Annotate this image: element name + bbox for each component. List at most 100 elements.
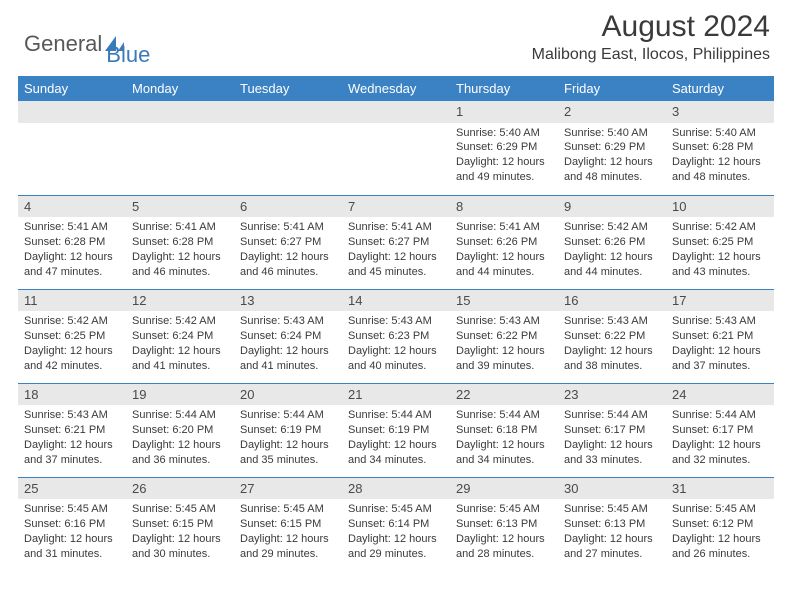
sunrise-text: Sunrise: 5:44 AM bbox=[348, 408, 444, 423]
sunrise-text: Sunrise: 5:43 AM bbox=[24, 408, 120, 423]
day-number: 29 bbox=[450, 478, 558, 500]
daylight-text: Daylight: 12 hours and 34 minutes. bbox=[348, 438, 444, 468]
sunset-text: Sunset: 6:13 PM bbox=[456, 517, 552, 532]
sunset-text: Sunset: 6:29 PM bbox=[564, 140, 660, 155]
calendar-day-cell: 31Sunrise: 5:45 AMSunset: 6:12 PMDayligh… bbox=[666, 477, 774, 571]
calendar-day-cell: 17Sunrise: 5:43 AMSunset: 6:21 PMDayligh… bbox=[666, 289, 774, 383]
sunset-text: Sunset: 6:17 PM bbox=[564, 423, 660, 438]
sunset-text: Sunset: 6:21 PM bbox=[672, 329, 768, 344]
brand-text-blue: Blue bbox=[106, 42, 150, 68]
sunset-text: Sunset: 6:26 PM bbox=[456, 235, 552, 250]
sunrise-text: Sunrise: 5:45 AM bbox=[456, 502, 552, 517]
sunset-text: Sunset: 6:22 PM bbox=[564, 329, 660, 344]
sunset-text: Sunset: 6:14 PM bbox=[348, 517, 444, 532]
calendar-day-cell: 4Sunrise: 5:41 AMSunset: 6:28 PMDaylight… bbox=[18, 195, 126, 289]
daylight-text: Daylight: 12 hours and 46 minutes. bbox=[240, 250, 336, 280]
daylight-text: Daylight: 12 hours and 38 minutes. bbox=[564, 344, 660, 374]
day-number: 10 bbox=[666, 196, 774, 218]
sunrise-text: Sunrise: 5:41 AM bbox=[348, 220, 444, 235]
calendar-day-cell: 16Sunrise: 5:43 AMSunset: 6:22 PMDayligh… bbox=[558, 289, 666, 383]
daylight-text: Daylight: 12 hours and 44 minutes. bbox=[564, 250, 660, 280]
calendar-day-cell: 7Sunrise: 5:41 AMSunset: 6:27 PMDaylight… bbox=[342, 195, 450, 289]
sunrise-text: Sunrise: 5:45 AM bbox=[672, 502, 768, 517]
day-number: 28 bbox=[342, 478, 450, 500]
sunset-text: Sunset: 6:28 PM bbox=[132, 235, 228, 250]
calendar-week-row: 11Sunrise: 5:42 AMSunset: 6:25 PMDayligh… bbox=[18, 289, 774, 383]
daylight-text: Daylight: 12 hours and 48 minutes. bbox=[672, 155, 768, 185]
calendar-day-cell: 23Sunrise: 5:44 AMSunset: 6:17 PMDayligh… bbox=[558, 383, 666, 477]
calendar-week-row: 1Sunrise: 5:40 AMSunset: 6:29 PMDaylight… bbox=[18, 101, 774, 195]
month-title: August 2024 bbox=[532, 10, 770, 44]
calendar-day-cell: 25Sunrise: 5:45 AMSunset: 6:16 PMDayligh… bbox=[18, 477, 126, 571]
sunrise-text: Sunrise: 5:44 AM bbox=[564, 408, 660, 423]
day-number: 27 bbox=[234, 478, 342, 500]
daylight-text: Daylight: 12 hours and 42 minutes. bbox=[24, 344, 120, 374]
brand-logo: General Blue bbox=[18, 10, 150, 68]
calendar-day-cell bbox=[126, 101, 234, 195]
calendar-day-cell: 19Sunrise: 5:44 AMSunset: 6:20 PMDayligh… bbox=[126, 383, 234, 477]
daylight-text: Daylight: 12 hours and 34 minutes. bbox=[456, 438, 552, 468]
sunset-text: Sunset: 6:22 PM bbox=[456, 329, 552, 344]
daylight-text: Daylight: 12 hours and 33 minutes. bbox=[564, 438, 660, 468]
calendar-day-cell: 3 Sunrise: 5:40 AMSunset: 6:28 PMDaylight… bbox=[666, 101, 774, 195]
day-number-bar-empty bbox=[18, 101, 126, 123]
daylight-text: Daylight: 12 hours and 40 minutes. bbox=[348, 344, 444, 374]
calendar-table: SundayMondayTuesdayWednesdayThursdayFrid… bbox=[18, 76, 774, 571]
sunset-text: Sunset: 6:20 PM bbox=[132, 423, 228, 438]
daylight-text: Daylight: 12 hours and 36 minutes. bbox=[132, 438, 228, 468]
sunrise-text: Sunrise: 5:42 AM bbox=[24, 314, 120, 329]
day-number-bar-empty bbox=[234, 101, 342, 123]
day-number: 9 bbox=[558, 196, 666, 218]
weekday-header: Sunday bbox=[18, 76, 126, 101]
daylight-text: Daylight: 12 hours and 29 minutes. bbox=[240, 532, 336, 562]
sunset-text: Sunset: 6:28 PM bbox=[672, 140, 768, 155]
sunrise-text: Sunrise: 5:43 AM bbox=[672, 314, 768, 329]
sunset-text: Sunset: 6:17 PM bbox=[672, 423, 768, 438]
sunrise-text: Sunrise: 5:45 AM bbox=[348, 502, 444, 517]
sunrise-text: Sunrise: 5:40 AM bbox=[456, 126, 552, 141]
calendar-day-cell: 21Sunrise: 5:44 AMSunset: 6:19 PMDayligh… bbox=[342, 383, 450, 477]
daylight-text: Daylight: 12 hours and 26 minutes. bbox=[672, 532, 768, 562]
day-number: 4 bbox=[18, 196, 126, 218]
weekday-header: Tuesday bbox=[234, 76, 342, 101]
daylight-text: Daylight: 12 hours and 31 minutes. bbox=[24, 532, 120, 562]
day-number-bar-empty bbox=[342, 101, 450, 123]
day-number: 8 bbox=[450, 196, 558, 218]
weekday-header: Saturday bbox=[666, 76, 774, 101]
calendar-day-cell: 18Sunrise: 5:43 AMSunset: 6:21 PMDayligh… bbox=[18, 383, 126, 477]
calendar-day-cell bbox=[18, 101, 126, 195]
sunrise-text: Sunrise: 5:43 AM bbox=[348, 314, 444, 329]
sunrise-text: Sunrise: 5:40 AM bbox=[672, 126, 768, 141]
daylight-text: Daylight: 12 hours and 35 minutes. bbox=[240, 438, 336, 468]
day-number: 6 bbox=[234, 196, 342, 218]
daylight-text: Daylight: 12 hours and 45 minutes. bbox=[348, 250, 444, 280]
sunrise-text: Sunrise: 5:44 AM bbox=[456, 408, 552, 423]
day-number: 18 bbox=[18, 384, 126, 406]
calendar-day-cell: 11Sunrise: 5:42 AMSunset: 6:25 PMDayligh… bbox=[18, 289, 126, 383]
calendar-day-cell: 5Sunrise: 5:41 AMSunset: 6:28 PMDaylight… bbox=[126, 195, 234, 289]
day-number: 3 bbox=[666, 101, 774, 123]
sunset-text: Sunset: 6:13 PM bbox=[564, 517, 660, 532]
daylight-text: Daylight: 12 hours and 29 minutes. bbox=[348, 532, 444, 562]
day-number-bar-empty bbox=[126, 101, 234, 123]
sunrise-text: Sunrise: 5:41 AM bbox=[456, 220, 552, 235]
calendar-day-cell: 28 Sunrise: 5:45 AMSunset: 6:14 PMDayligh… bbox=[342, 477, 450, 571]
weekday-header: Friday bbox=[558, 76, 666, 101]
sunset-text: Sunset: 6:15 PM bbox=[132, 517, 228, 532]
title-block: August 2024 Malibong East, Ilocos, Phili… bbox=[532, 10, 774, 64]
calendar-day-cell: 2Sunrise: 5:40 AMSunset: 6:29 PMDaylight… bbox=[558, 101, 666, 195]
daylight-text: Daylight: 12 hours and 48 minutes. bbox=[564, 155, 660, 185]
day-number: 7 bbox=[342, 196, 450, 218]
day-number: 11 bbox=[18, 290, 126, 312]
sunrise-text: Sunrise: 5:45 AM bbox=[240, 502, 336, 517]
day-number: 13 bbox=[234, 290, 342, 312]
sunset-text: Sunset: 6:25 PM bbox=[672, 235, 768, 250]
calendar-body: 1Sunrise: 5:40 AMSunset: 6:29 PMDaylight… bbox=[18, 101, 774, 571]
sunset-text: Sunset: 6:23 PM bbox=[348, 329, 444, 344]
calendar-day-cell: 30Sunrise: 5:45 AMSunset: 6:13 PMDayligh… bbox=[558, 477, 666, 571]
calendar-day-cell: 29Sunrise: 5:45 AMSunset: 6:13 PMDayligh… bbox=[450, 477, 558, 571]
sunrise-text: Sunrise: 5:42 AM bbox=[132, 314, 228, 329]
daylight-text: Daylight: 12 hours and 44 minutes. bbox=[456, 250, 552, 280]
day-number: 24 bbox=[666, 384, 774, 406]
sunrise-text: Sunrise: 5:45 AM bbox=[564, 502, 660, 517]
